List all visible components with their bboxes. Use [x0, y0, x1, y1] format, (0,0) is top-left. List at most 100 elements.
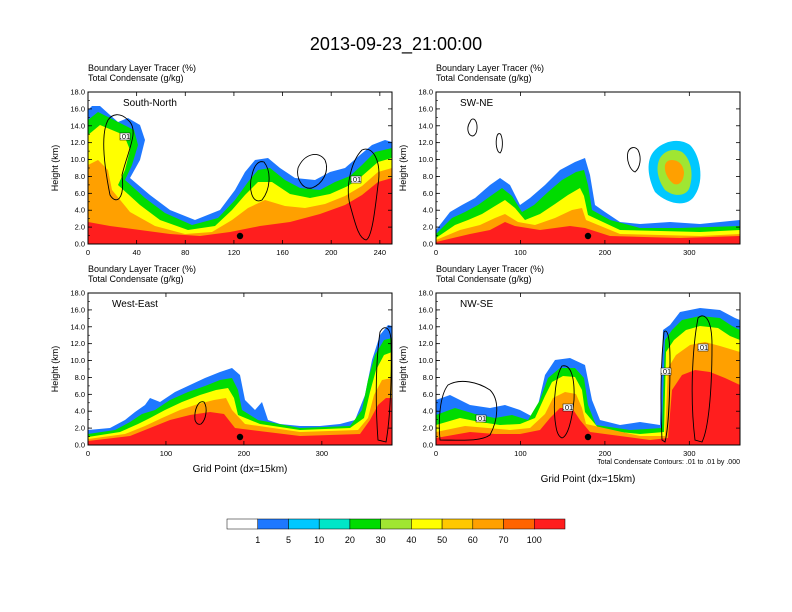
condensate-contour: [103, 114, 134, 201]
x-tick-label: 300: [683, 248, 696, 257]
y-tick-label: 16.0: [70, 104, 85, 113]
y-tick-label: 8.0: [423, 373, 433, 382]
y-tick-label: 14.0: [418, 121, 433, 130]
colorbar-label: 5: [286, 535, 291, 545]
y-tick-label: 18.0: [418, 88, 433, 97]
y-axis-label: Height (km): [398, 145, 408, 192]
panel-top-label-condensate: Total Condensate (g/kg): [436, 73, 532, 83]
x-axis-ticks: 0 100 200 300: [86, 293, 328, 458]
x-tick-label: 100: [160, 449, 173, 458]
cross-section-marker: [236, 433, 244, 441]
condensate-contour: [660, 330, 671, 443]
x-tick-label: 80: [181, 248, 189, 257]
figure-title: 2013-09-23_21:00:00: [310, 34, 482, 55]
colorbar-box: [380, 518, 412, 530]
y-tick-label: 10.0: [418, 155, 433, 164]
contour-label-box: [660, 367, 672, 376]
colorbar-label: 10: [314, 535, 324, 545]
x-tick-label: 40: [132, 248, 140, 257]
y-tick-label: 14.0: [70, 121, 85, 130]
y-tick-label: 2.0: [423, 424, 433, 433]
panel-name: SW-NE: [460, 98, 493, 109]
x-tick-label: 200: [325, 248, 338, 257]
condensate-contour: [297, 153, 327, 189]
y-axis-label: Height (km): [50, 346, 60, 393]
colorbar-box: [411, 518, 443, 530]
y-tick-label: 2.0: [423, 223, 433, 232]
colorbar-label: 40: [406, 535, 416, 545]
y-tick-label: 16.0: [418, 104, 433, 113]
condensate-contour: [553, 365, 575, 439]
condensate-contours: [103, 114, 380, 241]
colorbar-box: [257, 518, 289, 530]
contour-label: .01: [120, 132, 130, 141]
colorbar-label: 100: [527, 535, 542, 545]
colorbar-label: 70: [499, 535, 509, 545]
colorbar-label: 1: [255, 535, 260, 545]
colorbar-box: [226, 518, 258, 530]
y-tick-label: 10.0: [70, 356, 85, 365]
panel-top-label-tracer: Boundary Layer Tracer (%): [88, 264, 196, 274]
y-tick-label: 8.0: [75, 172, 85, 181]
x-axis-ticks: 0 40 80 120 160 200 240: [86, 92, 386, 257]
x-tick-label: 0: [434, 248, 438, 257]
y-axis-ticks: 0.0 2.0 4.0 6.0 8.0 10.0 12.0 14.0 16.0 18.0: [418, 88, 740, 249]
panel-top-label-tracer: Boundary Layer Tracer (%): [436, 264, 544, 274]
x-axis-ticks: 0 100 200 300: [434, 293, 696, 458]
panel-name: West-East: [112, 299, 158, 310]
panel-top-label-tracer: Boundary Layer Tracer (%): [88, 63, 196, 73]
x-tick-label: 0: [86, 248, 90, 257]
y-tick-label: 18.0: [70, 289, 85, 298]
y-tick-label: 18.0: [70, 88, 85, 97]
colorbar-box: [472, 518, 504, 530]
x-tick-label: 120: [228, 248, 241, 257]
panel-west-east: Boundary Layer Tracer (%) Total Condensa…: [50, 264, 393, 475]
x-tick-label: 100: [514, 449, 527, 458]
y-tick-label: 10.0: [70, 155, 85, 164]
condensate-contour: [438, 380, 498, 441]
condensate-contour: [194, 401, 207, 425]
colorbar-label: 20: [345, 535, 355, 545]
y-tick-label: 0.0: [423, 441, 433, 450]
tracer-field: [436, 308, 740, 445]
contour-label: .01: [661, 367, 671, 376]
y-tick-label: 10.0: [418, 356, 433, 365]
tracer-blob-3: [664, 160, 684, 185]
panel-top-label-tracer: Boundary Layer Tracer (%): [436, 63, 544, 73]
y-tick-label: 8.0: [423, 172, 433, 181]
tracer-band-5: [88, 178, 392, 244]
condensate-contours: [467, 118, 641, 173]
tracer-field: [436, 140, 740, 244]
y-tick-label: 8.0: [75, 373, 85, 382]
y-tick-label: 6.0: [423, 390, 433, 399]
tracer-band-2: [436, 316, 740, 445]
x-tick-label: 200: [599, 449, 612, 458]
y-tick-label: 14.0: [418, 322, 433, 331]
panel-name: South-North: [123, 98, 177, 109]
condensate-contour: [467, 118, 478, 137]
tracer-field: [88, 106, 392, 244]
condensate-contour: [691, 315, 713, 443]
colorbar: 1 5 10 20 30 40 50 60 70 100: [226, 518, 566, 545]
x-tick-label: 100: [514, 248, 527, 257]
y-tick-label: 12.0: [70, 138, 85, 147]
y-tick-label: 0.0: [75, 441, 85, 450]
y-tick-label: 0.0: [75, 240, 85, 249]
x-tick-label: 300: [683, 449, 696, 458]
y-tick-label: 4.0: [423, 206, 433, 215]
condensate-contour: [347, 148, 380, 241]
tracer-field: [88, 325, 392, 445]
tracer-band-5: [436, 370, 740, 445]
condensate-contours: [438, 315, 713, 443]
colorbar-label: 60: [468, 535, 478, 545]
colorbar-box: [503, 518, 535, 530]
contour-label-box: [350, 175, 362, 184]
panel-top-label-condensate: Total Condensate (g/kg): [88, 73, 184, 83]
y-tick-label: 4.0: [75, 206, 85, 215]
y-axis-ticks: 0.0 2.0 4.0 6.0 8.0 10.0 12.0 14.0 16.0 18.0: [70, 88, 392, 249]
panel-south-north: Boundary Layer Tracer (%) Total Condensa…: [50, 63, 393, 257]
y-tick-label: 2.0: [75, 424, 85, 433]
y-tick-label: 4.0: [75, 407, 85, 416]
panel-name: NW-SE: [460, 299, 493, 310]
tracer-band-5: [88, 398, 392, 445]
